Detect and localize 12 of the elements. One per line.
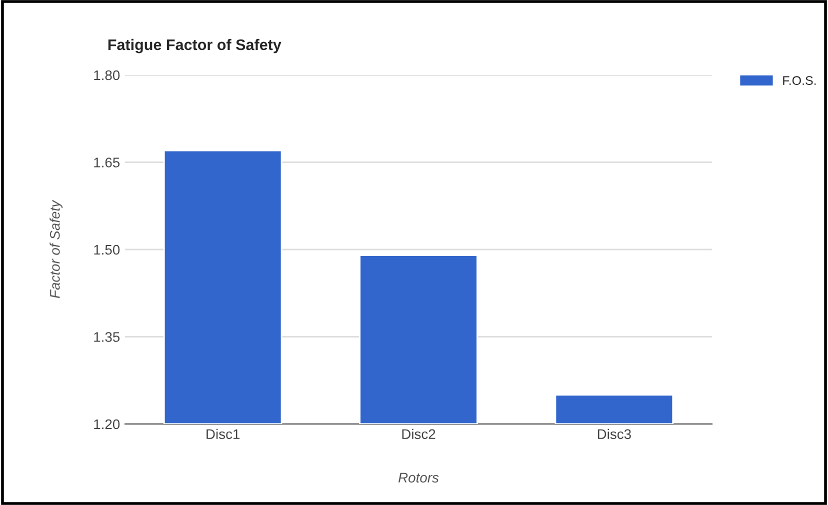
legend-label: F.O.S. — [783, 76, 816, 85]
x-tick-label: Disc2 — [402, 428, 436, 440]
y-tick-label: 1.35 — [94, 332, 120, 342]
y-tick-label: 1.65 — [94, 158, 120, 168]
x-tick-label: Disc3 — [598, 428, 631, 440]
x-axis-title: Rotors — [398, 472, 439, 483]
chart-title: Fatigue Factor of Safety — [108, 38, 282, 54]
y-tick-label: 1.50 — [94, 244, 120, 255]
y-tick-label: 1.80 — [94, 70, 120, 80]
x-tick-label: Disc1 — [206, 428, 240, 440]
y-tick-label: 1.20 — [94, 419, 120, 430]
y-axis-title: Factor of Safety — [50, 200, 63, 298]
